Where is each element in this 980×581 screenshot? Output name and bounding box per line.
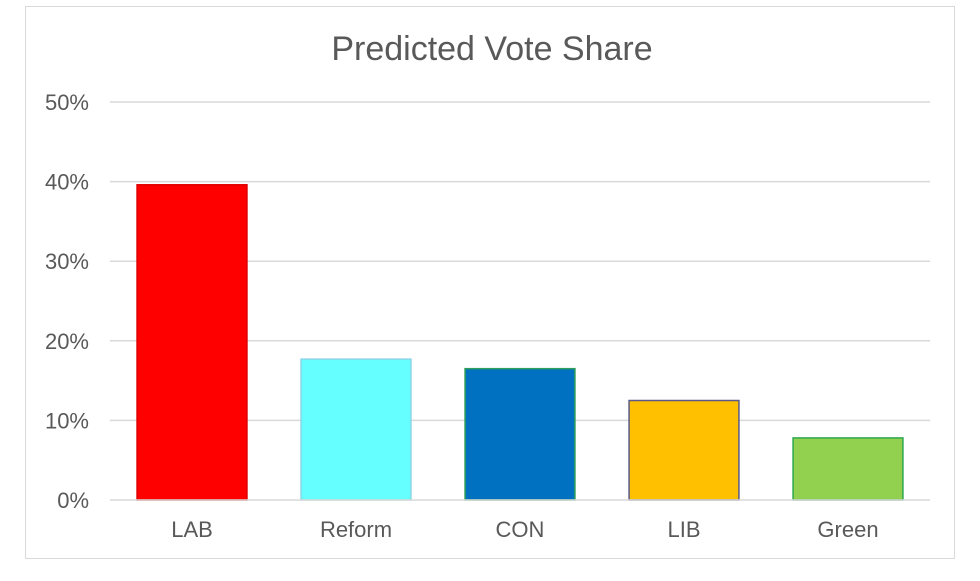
x-tick-label: LIB [667,517,700,542]
y-axis-ticks: 0% 10% 20% 30% 40% 50% [45,90,89,513]
y-tick-label: 40% [45,170,89,195]
y-tick-label: 0% [57,488,89,513]
y-tick-label: 20% [45,329,89,354]
chart-title: Predicted Vote Share [331,30,652,68]
x-axis-labels: LAB Reform CON LIB Green [171,517,878,542]
bar-green [792,437,904,501]
bar-reform [300,358,412,501]
bar-con [464,367,576,501]
x-tick-label: LAB [171,517,213,542]
y-tick-label: 30% [45,249,89,274]
y-tick-label: 50% [45,90,89,115]
bars [136,184,904,501]
x-tick-label: Reform [320,517,392,542]
bar-lab [136,184,248,501]
bar-lib [628,399,740,501]
x-tick-label: CON [496,517,545,542]
x-tick-label: Green [817,517,878,542]
y-tick-label: 10% [45,408,89,433]
